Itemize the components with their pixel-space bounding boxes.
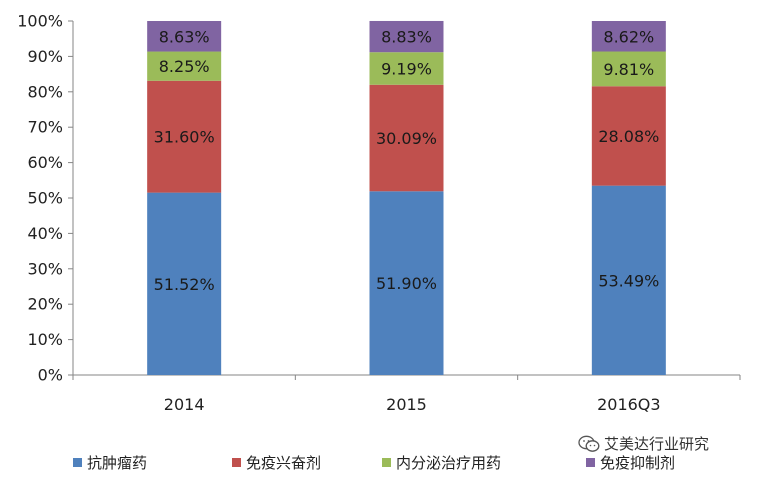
data-label: 9.19% (381, 59, 432, 78)
y-tick-label: 60% (27, 153, 63, 172)
watermark-text: 艾美达行业研究 (604, 435, 710, 453)
bar-segment (591, 86, 666, 186)
y-tick-label: 40% (27, 224, 63, 243)
y-tick-label: 90% (27, 47, 63, 66)
bar-segment (369, 84, 444, 192)
y-tick-label: 30% (27, 259, 63, 278)
legend-label: 免疫抑制剂 (600, 453, 676, 472)
bar-segment (369, 20, 444, 53)
watermark: 艾美达行业研究 (578, 433, 709, 454)
bar-segment (591, 51, 666, 87)
y-axis: 0% 10% 20% 30% 40% 50% 60% 70% 80% 90% 100% (17, 12, 74, 385)
y-tick-label: 100% (17, 12, 63, 31)
legend-item: 免疫兴奋剂 (232, 450, 321, 474)
bar-segment (591, 21, 666, 52)
data-label: 8.62% (603, 27, 654, 46)
bar-segment (147, 192, 222, 375)
data-label: 8.63% (159, 27, 210, 46)
x-axis: 2014 2015 2016Q3 (72, 374, 741, 414)
data-label: 51.90% (376, 274, 437, 293)
bar-segment (147, 51, 222, 81)
x-tick-label: 2014 (164, 395, 205, 414)
legend-item: 内分泌治疗用药 (382, 450, 501, 474)
x-tick-label: 2015 (386, 395, 427, 414)
data-label: 51.52% (154, 275, 215, 294)
wechat-icon (578, 435, 600, 452)
data-label: 8.25% (159, 57, 210, 76)
legend-swatch (586, 457, 595, 467)
data-labels: 51.52% 31.60% 8.25% 8.63% 51.90% 30.09% 9.19% 8… (154, 27, 660, 294)
data-label: 9.81% (603, 60, 654, 79)
y-tick-label: 80% (27, 82, 63, 101)
bar-segment (147, 80, 222, 193)
legend: 抗肿瘤药 免疫兴奋剂 内分泌治疗用药 免疫抑制剂 (0, 450, 761, 474)
legend-label: 抗肿瘤药 (87, 453, 148, 472)
bars (147, 20, 666, 375)
x-tick-label: 2016Q3 (597, 395, 661, 414)
legend-label: 内分泌治疗用药 (396, 453, 502, 472)
data-label: 28.08% (598, 127, 659, 146)
legend-label: 免疫兴奋剂 (246, 453, 322, 472)
legend-item: 免疫抑制剂 (586, 450, 675, 474)
y-tick-label: 10% (27, 330, 63, 349)
legend-swatch (232, 457, 241, 467)
legend-item: 抗肿瘤药 (73, 450, 147, 474)
data-label: 30.09% (376, 129, 437, 148)
bar-segment (369, 191, 444, 375)
y-tick-label: 50% (27, 189, 63, 208)
y-tick-label: 20% (27, 295, 63, 314)
y-tick-label: 0% (38, 366, 63, 385)
legend-swatch (73, 457, 82, 467)
data-label: 8.83% (381, 28, 432, 47)
bar-segment (591, 185, 666, 375)
bar-segment (147, 21, 222, 52)
y-tick-label: 70% (27, 118, 63, 137)
bar-segment (369, 52, 444, 85)
data-label: 53.49% (598, 271, 659, 290)
legend-swatch (382, 457, 391, 467)
data-label: 31.60% (154, 128, 215, 147)
